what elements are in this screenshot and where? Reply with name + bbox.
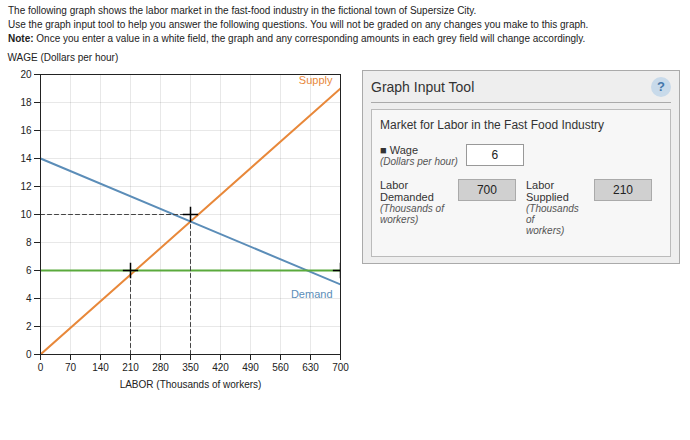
html-text:700: 700 [476, 183, 497, 197]
html-text:6: 6 [491, 148, 499, 162]
svg-text:Supply: Supply [299, 74, 333, 86]
svg-text:560: 560 [272, 362, 289, 373]
svg-text:0: 0 [38, 362, 44, 373]
svg-text:WAGE (Dollars per hour): WAGE (Dollars per hour) [8, 52, 119, 63]
svg-text:350: 350 [182, 362, 199, 373]
svg-text:18: 18 [20, 97, 32, 108]
html-text:210: 210 [613, 183, 633, 197]
svg-text:16: 16 [20, 125, 32, 136]
html-text:workers): workers) [380, 214, 419, 225]
html-text:The following graph shows the: The following graph shows the labor mark… [8, 5, 477, 16]
html-text:Labor Supplied: Labor Supplied [526, 179, 569, 203]
svg-text:2: 2 [26, 321, 32, 332]
svg-text:280: 280 [152, 362, 169, 373]
svg-text:12: 12 [20, 181, 32, 192]
svg-text:10: 10 [20, 209, 32, 220]
html-text:Graph Input Tool: Graph Input Tool [371, 79, 475, 95]
html-text:(Thousands of: (Thousands of [380, 203, 444, 214]
svg-text:Demand: Demand [291, 288, 333, 300]
svg-text:8: 8 [26, 237, 32, 248]
svg-text:630: 630 [302, 362, 319, 373]
svg-text:LABOR (Thousands of workers): LABOR (Thousands of workers) [120, 379, 262, 390]
svg-text:210: 210 [122, 362, 139, 373]
svg-text:6: 6 [26, 265, 32, 276]
svg-text:70: 70 [65, 362, 77, 373]
svg-text:700: 700 [332, 362, 349, 373]
svg-text:420: 420 [212, 362, 229, 373]
svg-text:140: 140 [92, 362, 109, 373]
html-text:Market for Labor in the Fast F: Market for Labor in the Fast Food Indust… [380, 118, 605, 132]
svg-text:20: 20 [20, 69, 32, 80]
svg-text:4: 4 [26, 293, 32, 304]
svg-text:14: 14 [20, 153, 32, 164]
html-text:(Thousands of: (Thousands of [526, 203, 579, 225]
html-text:Labor Demanded: Labor Demanded [380, 179, 434, 203]
html-text:■ Wage: ■ Wage [380, 144, 418, 156]
html-text:workers): workers) [526, 225, 565, 236]
html-text:Use the graph input tool to he: Use the graph input tool to help you ans… [8, 19, 589, 30]
svg-text:0: 0 [26, 349, 32, 360]
html-text:(Dollars per hour): (Dollars per hour) [380, 156, 458, 167]
svg-text:490: 490 [242, 362, 259, 373]
html-text:Note: Once you enter a value i: Note: Once you enter a value in a white … [8, 33, 586, 44]
